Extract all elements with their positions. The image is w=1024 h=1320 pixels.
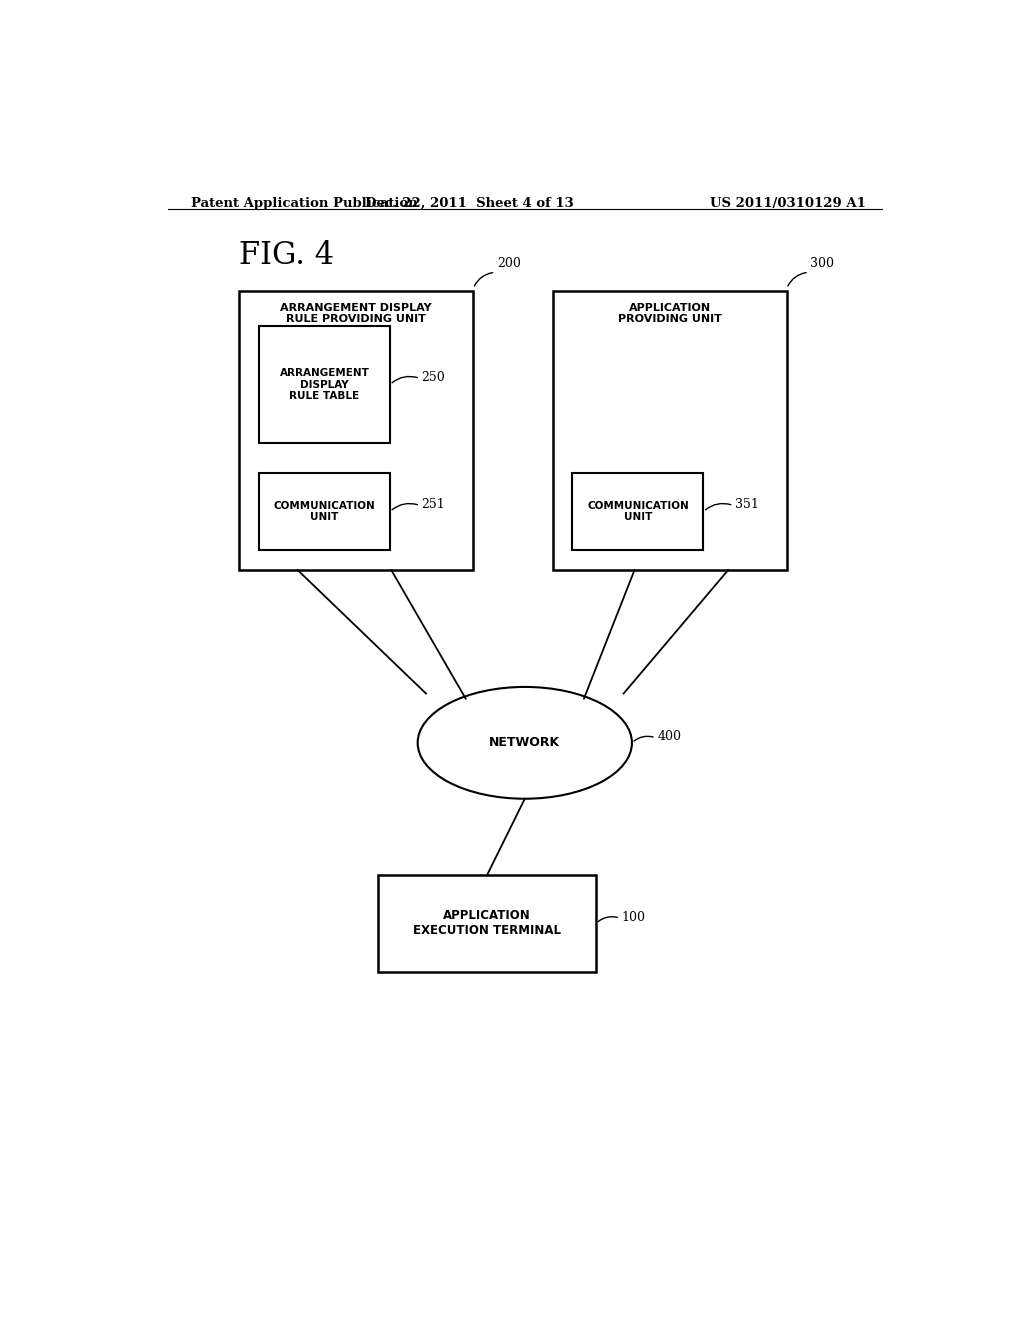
Text: APPLICATION
EXECUTION TERMINAL: APPLICATION EXECUTION TERMINAL [413,909,561,937]
Text: Patent Application Publication: Patent Application Publication [191,197,418,210]
Text: 200: 200 [497,257,521,271]
Bar [553,290,786,570]
FancyArrowPatch shape [392,503,418,510]
Text: ARRANGEMENT DISPLAY
RULE PROVIDING UNIT: ARRANGEMENT DISPLAY RULE PROVIDING UNIT [281,302,432,325]
Bar [240,290,473,570]
Text: 251: 251 [422,498,445,511]
FancyArrowPatch shape [634,737,653,741]
Ellipse shape [418,686,632,799]
Text: 351: 351 [735,498,759,511]
Text: 300: 300 [811,257,835,271]
FancyArrowPatch shape [474,273,493,286]
Bar [259,326,390,444]
Text: COMMUNICATION
UNIT: COMMUNICATION UNIT [273,500,375,523]
Text: Dec. 22, 2011  Sheet 4 of 13: Dec. 22, 2011 Sheet 4 of 13 [365,197,573,210]
FancyArrowPatch shape [392,376,418,383]
Text: FIG. 4: FIG. 4 [240,240,334,271]
Text: NETWORK: NETWORK [489,737,560,750]
Text: US 2011/0310129 A1: US 2011/0310129 A1 [711,197,866,210]
FancyArrowPatch shape [706,503,731,510]
Text: APPLICATION
PROVIDING UNIT: APPLICATION PROVIDING UNIT [617,302,722,325]
FancyArrowPatch shape [598,916,617,921]
Bar [259,474,390,549]
Text: 100: 100 [622,911,645,924]
Text: 250: 250 [422,371,445,384]
FancyArrowPatch shape [787,273,806,286]
Text: ARRANGEMENT
DISPLAY
RULE TABLE: ARRANGEMENT DISPLAY RULE TABLE [280,368,370,401]
Text: COMMUNICATION
UNIT: COMMUNICATION UNIT [587,500,689,523]
Bar [572,474,703,549]
Bar [378,875,596,972]
Text: 400: 400 [657,730,681,743]
